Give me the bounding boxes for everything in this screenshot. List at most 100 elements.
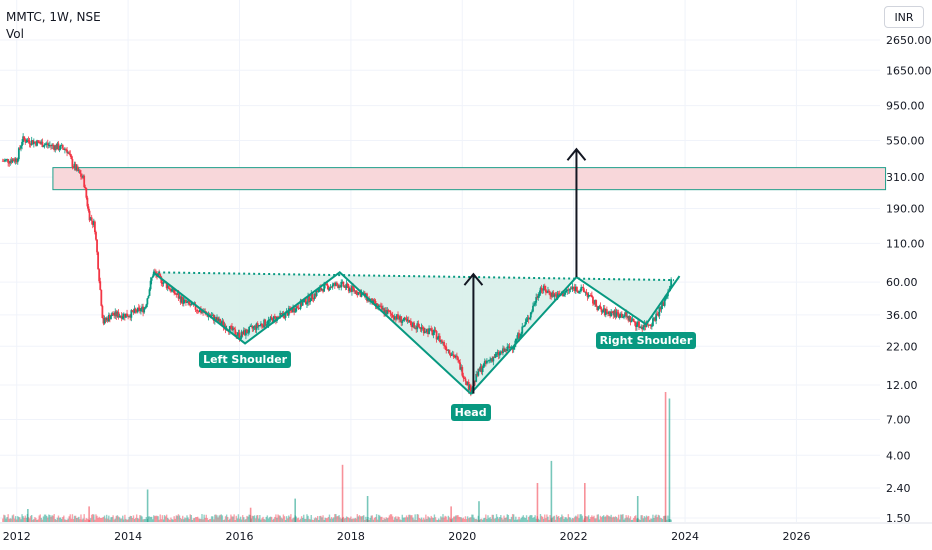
volume-bar (653, 518, 655, 522)
symbol-title[interactable]: MMTC, 1W, NSE (6, 10, 101, 24)
volume-bar (123, 519, 125, 522)
candle-body (418, 326, 421, 328)
candle-body (415, 327, 418, 330)
volume-bar (489, 517, 491, 522)
candle-body (644, 323, 647, 328)
volume-bar (197, 516, 199, 522)
volume-bar (652, 514, 654, 522)
candle-body (215, 317, 217, 321)
volume-bar (586, 516, 589, 522)
candle-body (345, 283, 348, 289)
candle-body (34, 141, 36, 143)
candle-body (82, 175, 85, 178)
price-tick-label: 310.00 (886, 171, 925, 184)
candle-body (420, 327, 423, 330)
volume-bar (415, 519, 417, 522)
candle-body (179, 296, 182, 303)
candle-body (514, 338, 517, 344)
candle-body (477, 368, 480, 376)
volume-bar (83, 514, 85, 522)
volume-bar (160, 519, 163, 522)
candle-body (64, 149, 66, 150)
candle-body (83, 175, 86, 188)
volume-bar (230, 514, 232, 522)
candle-body (362, 292, 365, 294)
candle-body (521, 326, 524, 334)
volume-bar (267, 518, 270, 522)
volume-bar (372, 519, 375, 522)
candle-body (299, 300, 302, 309)
volume-bar (529, 515, 531, 522)
volume-indicator-label[interactable]: Vol (6, 27, 24, 41)
volume-bar (667, 515, 669, 522)
candle-body (411, 325, 413, 328)
candle-body (648, 324, 651, 326)
volume-bar (530, 514, 532, 522)
candle-body (270, 317, 273, 319)
volume-bar (311, 519, 314, 522)
candle-body (483, 361, 486, 364)
volume-bar (565, 517, 567, 522)
volume-bar (442, 514, 444, 522)
volume-bar (456, 515, 458, 522)
volume-bar (613, 517, 616, 522)
volume-bar (657, 514, 659, 522)
volume-bar (365, 516, 367, 522)
candle-body (1, 160, 4, 162)
volume-bar (292, 518, 294, 522)
volume-bar (13, 518, 16, 522)
candle-body (234, 329, 237, 335)
volume-bar (246, 515, 248, 522)
volume-bar (193, 518, 196, 522)
candle-body (162, 282, 165, 284)
candle-body (194, 304, 197, 310)
candle-body (383, 308, 385, 314)
currency-button[interactable]: INR (884, 6, 924, 28)
volume-bar (468, 518, 470, 522)
candle-body (158, 273, 161, 275)
volume-bar (381, 516, 383, 522)
candle-body (102, 317, 105, 324)
candle-body (627, 315, 630, 321)
volume-bar (535, 518, 537, 522)
volume-bar (200, 518, 202, 522)
candle-body (527, 317, 530, 320)
volume-bar (620, 514, 622, 522)
candle-body (111, 313, 113, 317)
volume-bar (446, 519, 448, 522)
volume-bar (419, 518, 422, 522)
volume-bar (451, 518, 454, 522)
candle-body (555, 295, 558, 300)
volume-bar (248, 514, 250, 522)
volume-bar (213, 519, 215, 522)
candle-body (353, 288, 355, 292)
candle-body (343, 285, 346, 287)
volume-bar (129, 515, 131, 522)
candle-body (85, 188, 88, 198)
candle-body (469, 385, 472, 395)
candle-body (638, 321, 640, 328)
price-tick-label: 2650.00 (886, 34, 932, 47)
candle-body (97, 252, 100, 270)
volume-bar (81, 519, 83, 522)
volume-bar (508, 518, 511, 522)
candle-body (293, 307, 296, 312)
candle-body (266, 324, 269, 325)
volume-bar (172, 519, 174, 522)
candle-body (400, 316, 403, 323)
candle-body (4, 159, 6, 162)
time-axis[interactable]: 2012 2014 2016 2018 2020 2022 2024 2026 (0, 522, 932, 543)
candle-body (110, 316, 112, 320)
volume-bar (560, 517, 562, 522)
candle-body (375, 303, 378, 306)
volume-bar (34, 517, 36, 522)
candle-body (624, 312, 626, 316)
volume-bar (64, 519, 66, 522)
candle-body (385, 310, 388, 315)
volume-bar (390, 514, 393, 522)
price-axis[interactable]: 2650.00 1650.00 950.00 550.00 310.00 190.00 11… (886, 34, 932, 525)
candle-body (347, 285, 350, 292)
candle-body (148, 289, 151, 296)
volume-bar (98, 516, 100, 522)
